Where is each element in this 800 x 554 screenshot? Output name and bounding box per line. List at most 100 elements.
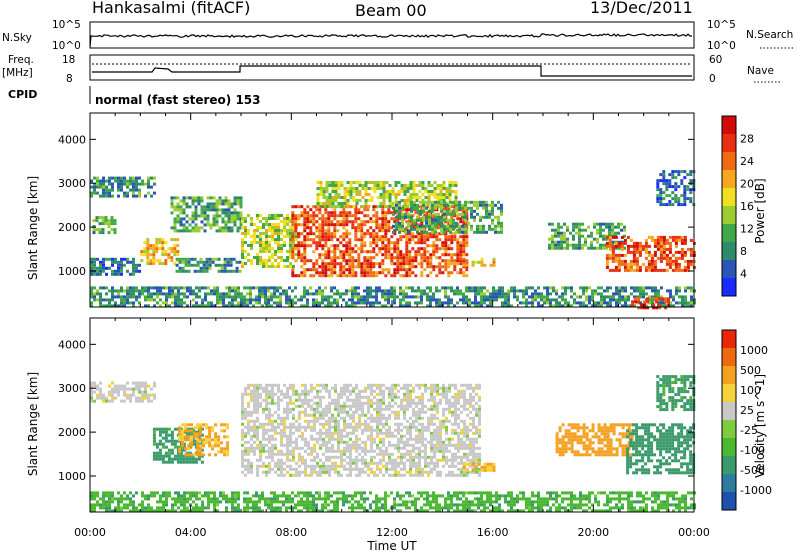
heatmap-cell [408,235,412,239]
heatmap-cell [431,227,434,231]
heatmap-cell [459,235,463,239]
heatmap-cell [642,295,645,299]
heatmap-cell [102,191,105,195]
heatmap-cell [403,184,407,187]
heatmap-cell [177,286,180,290]
heatmap-cell [300,295,303,299]
heatmap-cell [183,286,186,290]
heatmap-cell [666,289,669,293]
nave-label: Nave [747,65,774,77]
heatmap-cell [367,401,370,405]
heatmap-cell [513,286,516,290]
heatmap-cell [316,205,320,208]
heatmap-cell [223,423,227,427]
heatmap-cell [576,301,579,305]
heatmap-cell [485,230,488,234]
heatmap-cell [349,446,352,450]
heatmap-cell [155,454,159,458]
heatmap-cell [462,271,466,275]
heatmap-cell [120,263,123,267]
heatmap-cell [313,458,316,462]
heatmap-cell [93,188,96,192]
heatmap-cell [623,241,627,245]
heatmap-cell [193,426,197,430]
heatmap-cell [406,199,410,202]
heatmap-cell [671,268,675,272]
heatmap-cell [241,470,244,474]
heatmap-cell [343,467,346,471]
heatmap-cell [182,199,186,203]
heatmap-cell [173,445,177,449]
heatmap-cell [241,253,244,256]
heatmap-cell [117,295,120,299]
heatmap-cell [354,211,358,215]
heatmap-cell [107,222,111,226]
heatmap-cell [450,286,453,290]
heatmap-cell [256,392,259,396]
heatmap-cell [363,274,367,278]
heatmap-cell [557,231,560,235]
heatmap-cell [411,247,415,251]
heatmap-cell [417,295,420,299]
heatmap-cell [334,437,337,441]
heatmap-cell [343,428,346,432]
heatmap-cell [265,244,268,247]
heatmap-cell [423,259,427,263]
heatmap-cell [558,301,561,305]
heatmap-cell [170,460,174,464]
heatmap-cell [178,257,182,261]
heatmap-cell [425,215,428,219]
heatmap-cell [233,223,237,227]
heatmap-cell [680,182,684,186]
heatmap-cell [376,407,379,411]
heatmap-cell [256,235,259,238]
heatmap-cell [194,214,198,218]
heatmap-cell [384,217,388,221]
heatmap-cell [674,197,678,201]
heatmap-cell [381,226,385,230]
heatmap-cell [300,298,303,302]
heatmap-cell [421,184,425,187]
heatmap-cell [110,222,114,226]
heatmap-cell [340,196,344,199]
heatmap-cell [180,304,183,308]
heatmap-cell [268,434,271,438]
heatmap-cell [274,401,277,405]
heatmap-cell [382,458,385,462]
heatmap-cell [312,223,316,227]
heatmap-cell [291,211,295,215]
heatmap-cell [327,229,331,233]
heatmap-cell [668,244,672,248]
heatmap-cell [339,223,343,227]
heatmap-cell [304,443,307,447]
heatmap-cell [289,383,292,387]
heatmap-cell [382,452,385,456]
heatmap-cell [307,392,310,396]
heatmap-cell [687,301,690,305]
heatmap-cell [471,289,474,293]
heatmap-cell [286,259,289,262]
heatmap-cell [382,449,385,453]
heatmap-cell [379,431,382,435]
heatmap-cell [184,429,188,433]
heatmap-cell [120,269,123,273]
heatmap-cell [337,428,340,432]
heatmap-cell [138,289,141,293]
heatmap-cell [358,407,361,411]
heatmap-cell [253,395,256,399]
heatmap-cell [416,209,419,213]
heatmap-cell [158,238,162,242]
heatmap-cell [225,295,228,299]
heatmap-cell [108,384,111,388]
heatmap-cell [176,217,180,221]
heatmap-cell [402,268,406,272]
heatmap-cell [200,448,204,452]
heatmap-cell [458,212,461,216]
heatmap-cell [321,226,325,230]
heatmap-cell [202,269,206,273]
heatmap-cell [379,440,382,444]
heatmap-cell [575,246,578,250]
heatmap-cell [90,260,93,264]
heatmap-cell [155,250,159,254]
heatmap-cell [442,181,446,184]
